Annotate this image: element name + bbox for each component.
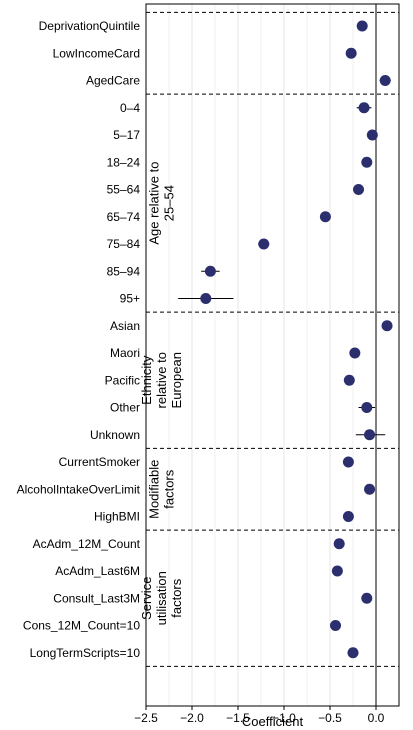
category-label: 5–17 — [113, 128, 140, 142]
data-point — [331, 565, 343, 577]
data-point — [347, 647, 359, 659]
data-point — [361, 156, 373, 168]
x-tick-label: −1.5 — [226, 711, 250, 725]
category-label: Cons_12M_Count=10 — [23, 619, 140, 633]
data-point — [342, 511, 354, 522]
data-point — [358, 102, 370, 114]
category-label: AcAdm_Last6M — [55, 564, 140, 578]
category-label: 18–24 — [107, 155, 141, 169]
category-label: AgedCare — [86, 74, 140, 88]
data-point — [333, 538, 345, 550]
data-point — [200, 293, 212, 304]
data-point — [379, 75, 391, 86]
data-point — [361, 402, 373, 413]
data-points — [200, 20, 393, 659]
category-label: 0–4 — [120, 101, 140, 115]
data-point — [349, 347, 361, 359]
data-point — [364, 429, 376, 441]
data-point — [342, 456, 354, 468]
category-label: 85–94 — [107, 264, 141, 278]
data-point — [345, 47, 357, 59]
category-label: 75–84 — [107, 237, 141, 251]
category-label: Asian — [110, 319, 140, 333]
category-label: Consult_Last3M — [53, 591, 140, 605]
category-labels: DeprivationQuintile LowIncomeCard AgedCare… — [17, 19, 141, 660]
x-tick-label: −2.0 — [180, 711, 204, 725]
data-point — [353, 184, 365, 195]
category-label: Other — [110, 401, 140, 415]
category-label: Maori — [110, 346, 140, 360]
group-title-line: European — [169, 352, 184, 408]
group-separators — [146, 11, 399, 667]
category-label: 55–64 — [107, 183, 141, 197]
data-point — [366, 129, 378, 141]
group-title-line: Age relative to — [147, 162, 162, 245]
category-label: 65–74 — [107, 210, 141, 224]
group-title: Age relative to25–54 — [147, 162, 177, 245]
data-point — [356, 20, 368, 32]
data-point — [361, 592, 373, 604]
category-label: Unknown — [90, 428, 140, 442]
group-title-line: Modifiable — [147, 460, 162, 519]
category-label: AlcoholIntakeOverLimit — [17, 482, 141, 496]
group-title-line: factors — [162, 469, 177, 509]
group-title-line: factors — [169, 578, 184, 618]
x-tick-label: −1.0 — [272, 711, 296, 725]
category-label: CurrentSmoker — [59, 455, 140, 469]
data-point — [330, 620, 342, 631]
category-label: LongTermScripts=10 — [30, 646, 141, 660]
group-title-line: relative to — [154, 352, 169, 408]
data-point — [258, 238, 270, 250]
x-axis-ticks: −2.5 −2.0 −1.5 −1.0 −0.5 0.0 — [134, 706, 385, 725]
group-title-line: 25–54 — [162, 185, 177, 221]
category-label: LowIncomeCard — [53, 46, 140, 60]
data-point — [364, 483, 376, 495]
data-point — [319, 211, 331, 223]
group-title-line: utilisation — [154, 571, 169, 625]
category-label: HighBMI — [94, 510, 140, 524]
category-label: 95+ — [120, 292, 140, 306]
category-label: Pacific — [105, 373, 140, 387]
data-point — [343, 374, 355, 386]
x-tick-label: 0.0 — [368, 711, 385, 725]
x-tick-label: −2.5 — [134, 711, 158, 725]
data-point — [381, 320, 393, 332]
x-tick-label: −0.5 — [318, 711, 342, 725]
category-label: DeprivationQuintile — [39, 19, 141, 33]
category-label: AcAdm_12M_Count — [33, 537, 141, 551]
group-title: Modifiablefactors — [147, 460, 177, 519]
plot-frame — [145, 3, 400, 707]
data-point — [204, 265, 216, 277]
x-axis-title: Coefficient — [242, 714, 304, 729]
